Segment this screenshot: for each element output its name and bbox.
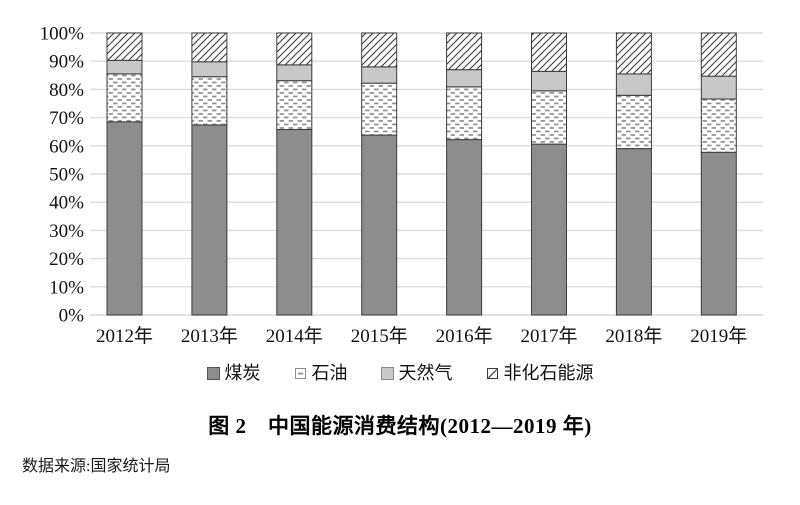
- x-axis-category-label: 2019年: [690, 325, 747, 347]
- bar-segment: [276, 32, 313, 66]
- x-axis-category-label: 2015年: [351, 325, 408, 347]
- bar-segment: [106, 32, 143, 61]
- bar-segment: [446, 32, 483, 71]
- bar-segment: [531, 32, 567, 72]
- figure-title: 图 2 中国能源消费结构(2012—2019 年): [208, 414, 592, 438]
- y-axis-tick-label: 20%: [49, 249, 84, 270]
- bar-segment: [700, 98, 737, 153]
- bar-segment: [615, 73, 652, 96]
- legend-label-nonfossil: 非化石能源: [503, 363, 594, 383]
- x-axis-category-label: 2013年: [181, 325, 238, 347]
- bar-segment: [191, 32, 228, 63]
- legend-item-coal: 煤炭: [206, 363, 261, 383]
- legend-label-gas: 天然气: [398, 363, 453, 383]
- bar-segment: [446, 86, 483, 141]
- bar-segment: [106, 121, 143, 316]
- y-axis-tick-label: 30%: [49, 221, 84, 242]
- bar-segment: [361, 66, 398, 84]
- y-axis-tick-label: 50%: [49, 165, 84, 186]
- bar-segment: [191, 76, 228, 126]
- x-axis-category-label: 2012年: [96, 325, 153, 347]
- bar-segment: [446, 139, 483, 316]
- bar-segment: [191, 124, 228, 316]
- legend-label-coal: 煤炭: [224, 363, 261, 383]
- bar-segment: [531, 143, 567, 316]
- bar-segment: [106, 73, 143, 123]
- legend-label-oil: 石油: [311, 363, 348, 383]
- bar-segment: [276, 128, 313, 316]
- bar-segment: [531, 70, 567, 92]
- y-axis-tick-label: 0%: [59, 306, 85, 327]
- y-axis-tick-label: 40%: [49, 193, 84, 214]
- x-axis-category-label: 2017年: [520, 325, 577, 347]
- bar-segment: [615, 94, 652, 150]
- legend-marker-gas-icon: [380, 366, 394, 380]
- y-axis-tick-label: 10%: [49, 277, 84, 298]
- legend-item-gas: 天然气: [380, 363, 453, 383]
- y-axis-tick-label: 80%: [49, 80, 84, 101]
- bar-segment: [700, 151, 737, 316]
- bar-segment: [361, 32, 398, 68]
- x-axis-category-label: 2018年: [605, 325, 662, 347]
- legend-marker-coal-icon: [206, 366, 220, 380]
- legend-item-oil: 石油: [294, 364, 348, 382]
- figure-source: 数据来源:国家统计局: [22, 458, 171, 475]
- bar-segment: [361, 82, 398, 136]
- legend-marker-oil-icon: [294, 367, 306, 379]
- bar-segment: [191, 61, 228, 78]
- legend-item-nonfossil: 非化石能源: [486, 364, 594, 382]
- bar-segment: [106, 59, 143, 75]
- bar-segment: [276, 64, 313, 82]
- bar-segment: [276, 80, 313, 130]
- y-axis-tick-label: 100%: [40, 24, 85, 45]
- bar-segment: [615, 148, 652, 316]
- stacked-bar-chart: 0% 10% 20% 30% 40% 50% 60% 70% 80% 90% 100% 2012年 20…: [40, 24, 763, 347]
- bar-segment: [531, 90, 567, 145]
- y-axis-tick-label: 90%: [49, 52, 84, 73]
- bar-segment: [700, 75, 737, 100]
- bar-segment: [615, 32, 652, 75]
- y-axis-tick-label: 70%: [49, 108, 84, 129]
- x-axis-category-label: 2014年: [266, 325, 323, 347]
- bar-segment: [700, 32, 737, 77]
- x-axis-category-label: 2016年: [436, 325, 493, 347]
- y-axis-tick-label: 60%: [49, 136, 84, 157]
- legend-marker-nonfossil-icon: [486, 367, 498, 379]
- bar-segment: [446, 69, 483, 88]
- bar-segment: [361, 134, 398, 316]
- chart-legend: 煤炭 石油 天然气 非化石能源: [0, 364, 800, 382]
